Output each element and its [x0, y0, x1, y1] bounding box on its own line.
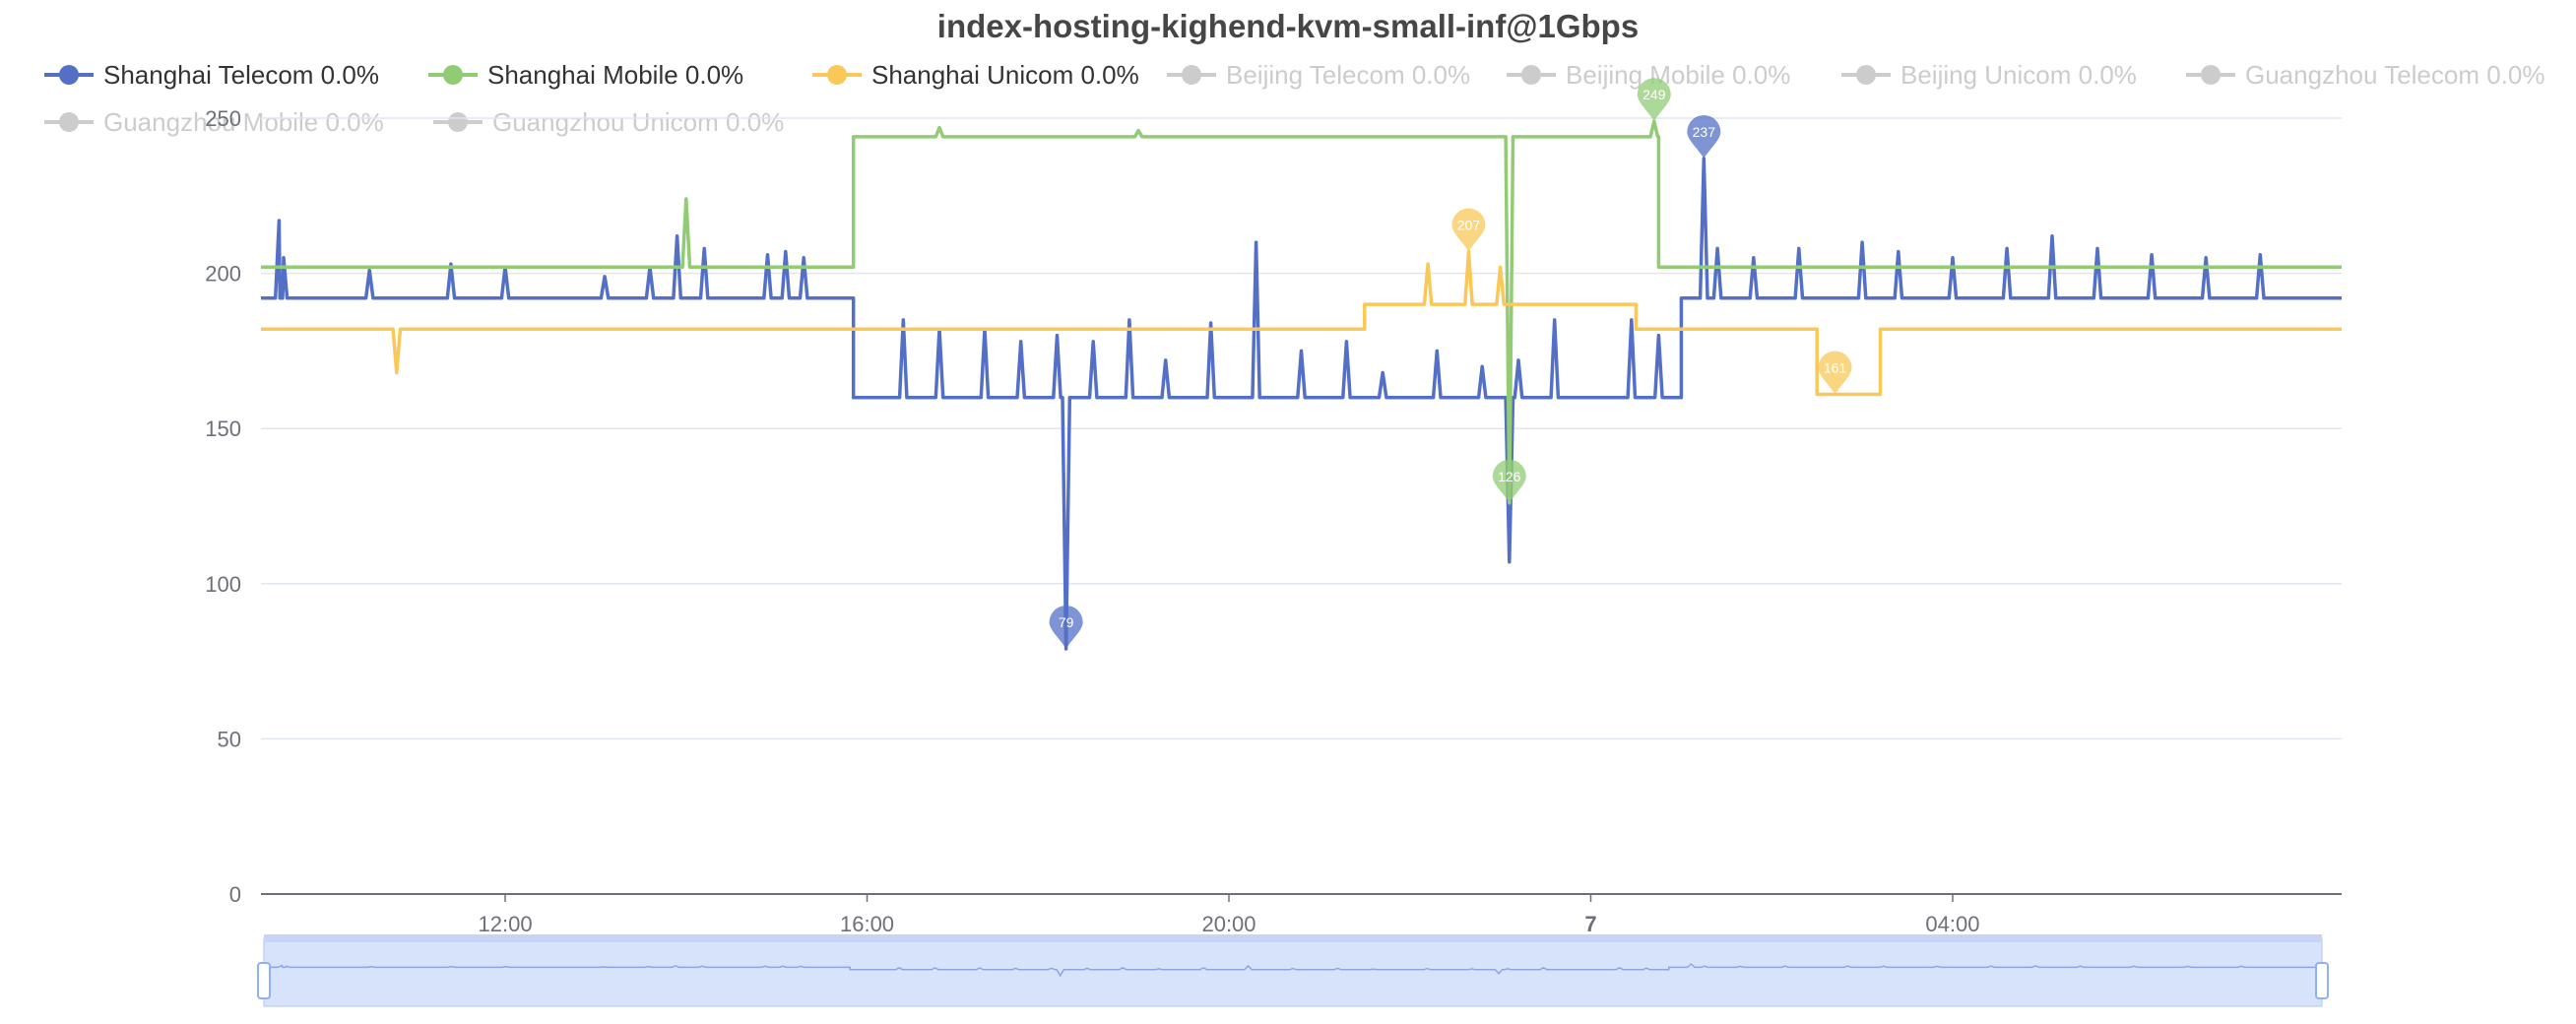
pin-label: 249	[1642, 87, 1666, 102]
y-tick-label: 100	[205, 572, 241, 597]
pin-label: 161	[1824, 360, 1847, 376]
zoom-track	[263, 937, 2323, 1007]
min-marker-pin[interactable]: 161	[1818, 351, 1852, 395]
legend-item[interactable]: Guangzhou Telecom 0.0%	[2186, 60, 2545, 90]
zoom-move-bar[interactable]	[264, 934, 2322, 942]
extreme-markers: 237 79 249 126 207 161	[1049, 78, 1852, 649]
pin-shape	[1049, 605, 1083, 649]
legend-dot-icon	[2201, 65, 2221, 85]
pin-shape	[1637, 78, 1671, 122]
legend-item[interactable]: Shanghai Telecom 0.0%	[44, 60, 379, 90]
pin-label: 79	[1059, 614, 1074, 630]
legend-item[interactable]: Beijing Mobile 0.0%	[1507, 60, 1790, 90]
legend-label: Beijing Telecom 0.0%	[1226, 60, 1470, 90]
zoom-handle-left[interactable]	[257, 962, 271, 999]
pin-label: 126	[1498, 469, 1521, 484]
pin-shape	[1492, 459, 1526, 503]
y-tick-label: 0	[229, 882, 241, 907]
series-line	[261, 119, 2342, 505]
zoom-preview-line	[264, 962, 2322, 978]
legend-label: Guangzhou Unicom 0.0%	[492, 107, 784, 137]
legend-dot-icon	[827, 65, 847, 85]
max-marker-pin[interactable]: 249	[1637, 78, 1671, 122]
series-line	[261, 157, 2342, 651]
legend-dot-icon	[59, 65, 79, 85]
pin-label: 237	[1693, 124, 1716, 140]
legend: Shanghai Telecom 0.0% Shanghai Mobile 0.0…	[44, 60, 2545, 137]
min-marker-pin[interactable]: 126	[1492, 459, 1526, 503]
max-marker-pin[interactable]: 207	[1451, 208, 1486, 252]
legend-item[interactable]: Shanghai Unicom 0.0%	[812, 60, 1139, 90]
legend-label: Shanghai Unicom 0.0%	[871, 60, 1139, 90]
y-axis: 0 50 100 150 200 250	[205, 106, 241, 907]
legend-dot-icon	[59, 112, 79, 132]
pin-shape	[1451, 208, 1486, 252]
legend-label: Shanghai Mobile 0.0%	[487, 60, 743, 90]
legend-label: Guangzhou Mobile 0.0%	[103, 107, 384, 137]
data-zoom-slider[interactable]	[257, 934, 2329, 1007]
pin-label: 207	[1457, 218, 1481, 233]
legend-item[interactable]: Shanghai Mobile 0.0%	[428, 60, 743, 90]
legend-label: Shanghai Telecom 0.0%	[103, 60, 379, 90]
x-tick-label: 12:00	[479, 912, 533, 936]
legend-item[interactable]: Beijing Unicom 0.0%	[1841, 60, 2137, 90]
legend-label: Beijing Mobile 0.0%	[1566, 60, 1790, 90]
y-tick-label: 50	[218, 727, 241, 751]
legend-label: Guangzhou Telecom 0.0%	[2245, 60, 2545, 90]
legend-dot-icon	[1182, 65, 1201, 85]
series-lines	[261, 119, 2342, 651]
min-marker-pin[interactable]: 79	[1049, 605, 1083, 649]
max-marker-pin[interactable]: 237	[1687, 114, 1721, 159]
legend-dot-icon	[1521, 65, 1541, 85]
y-tick-label: 200	[205, 262, 241, 287]
legend-item[interactable]: Guangzhou Mobile 0.0%	[44, 107, 384, 137]
legend-item[interactable]: Beijing Telecom 0.0%	[1167, 60, 1470, 90]
legend-item[interactable]: Guangzhou Unicom 0.0%	[433, 107, 784, 137]
y-tick-label: 250	[205, 106, 241, 131]
zoom-handle-right[interactable]	[2315, 962, 2329, 999]
chart-title: index-hosting-kighend-kvm-small-inf@1Gbp…	[937, 8, 1639, 44]
x-tick-label: 04:00	[1925, 912, 1979, 936]
legend-dot-icon	[448, 112, 468, 132]
legend-label: Beijing Unicom 0.0%	[1900, 60, 2137, 90]
legend-dot-icon	[1856, 65, 1876, 85]
x-tick-label: 20:00	[1201, 912, 1256, 936]
x-tick-label: 7	[1584, 912, 1596, 936]
pin-shape	[1818, 351, 1852, 395]
grid-lines	[261, 117, 2342, 895]
x-tick-label: 16:00	[840, 912, 894, 936]
pin-shape	[1687, 114, 1721, 159]
x-axis: 12:00 16:00 20:00 7 04:00	[479, 894, 1979, 936]
legend-dot-icon	[443, 65, 463, 85]
y-tick-label: 150	[205, 416, 241, 441]
series-line	[261, 249, 2342, 397]
